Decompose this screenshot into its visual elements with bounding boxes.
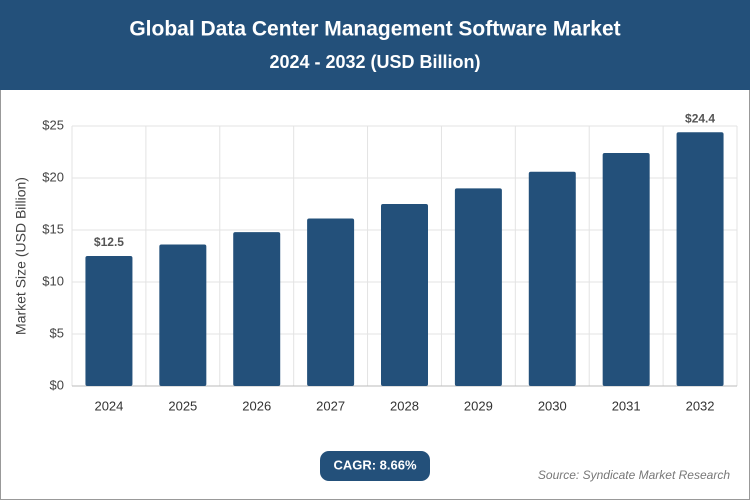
x-tick-label: 2029 [464,398,493,413]
x-tick-label: 2028 [390,398,419,413]
cagr-badge [320,451,430,481]
title: Global Data Center Management Software M… [129,18,620,41]
header-band [0,0,750,90]
cagr-text: CAGR: 8.66% [333,457,417,472]
bar [528,171,576,386]
x-tick-label: 2030 [538,398,567,413]
bar [454,188,502,386]
bar [676,132,724,386]
y-tick-label: $0 [50,377,64,392]
y-tick-label: $25 [42,117,64,132]
y-tick-label: $20 [42,169,64,184]
source: Source: Syndicate Market Research [538,468,730,482]
bar [159,244,207,386]
bar [602,153,650,386]
data-label: $24.4 [685,111,715,125]
x-tick-label: 2032 [686,398,715,413]
bar [85,256,133,386]
x-tick-label: 2024 [94,398,123,413]
x-tick-label: 2026 [242,398,271,413]
bar [307,218,355,386]
x-tick-label: 2025 [168,398,197,413]
y-tick-label: $5 [50,325,64,340]
y-tick-label: $15 [42,221,64,236]
x-tick-label: 2031 [612,398,641,413]
subtitle: 2024 - 2032 (USD Billion) [269,52,480,72]
bar [381,204,428,386]
bar [233,232,281,386]
x-tick-label: 2027 [316,398,345,413]
y-axis-label: Market Size (USD Billion) [13,177,29,335]
data-label: $12.5 [94,235,124,249]
y-tick-label: $10 [42,273,64,288]
